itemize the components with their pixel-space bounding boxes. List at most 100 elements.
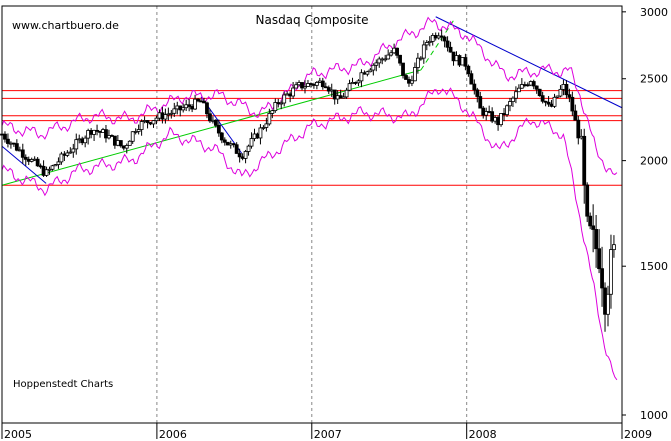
price-bar-2007-05-26 [371,63,376,76]
price-bar-body-2006-09-23 [267,112,272,125]
price-bar-body-2008-12-13 [612,244,616,251]
price-bar-2006-09-30 [270,109,275,119]
price-bar-body-2007-12-08 [454,55,459,62]
price-bar-body-2005-05-21 [59,153,64,163]
price-bar-2007-01-13 [314,80,319,90]
price-bar-2007-09-22 [421,40,426,64]
price-bar-2005-10-22 [124,143,129,154]
price-bar-body-2005-03-05 [26,158,31,162]
price-bar-body-2005-11-12 [133,131,138,133]
price-bar-body-2007-02-03 [323,86,328,89]
price-bar-body-2005-09-10 [107,135,111,139]
x-tick-label-2005: 2005 [4,428,32,441]
price-bar-2007-03-31 [347,79,352,92]
price-bar-body-2007-03-03 [335,95,340,100]
price-bar-body-2008-11-01 [594,229,599,250]
price-bar-body-2006-12-09 [300,82,304,89]
price-bar-body-2006-02-25 [178,105,183,111]
price-bar-2007-02-10 [326,85,331,94]
price-bar-2007-05-19 [368,67,373,73]
price-bar-2008-04-05 [505,104,509,117]
price-bar-2007-10-13 [430,33,435,46]
price-bar-body-2007-10-13 [430,35,435,42]
price-bar-body-2007-02-17 [329,89,334,92]
price-bar-2005-04-16 [44,166,49,177]
x-tick-label-2007: 2007 [314,428,342,441]
price-bar-2005-05-14 [56,157,61,169]
price-bar-body-2005-02-26 [23,156,28,160]
price-bar-2006-05-06 [208,108,212,123]
price-bar-2008-11-08 [597,229,601,274]
price-bar-2008-06-14 [534,85,539,94]
price-bar-2008-01-12 [469,70,474,85]
price-bar-body-2008-01-19 [472,83,477,91]
price-bar-body-2008-05-17 [522,84,527,86]
price-bar-2008-02-16 [484,107,489,121]
price-bar-body-2007-02-10 [326,87,331,92]
price-bar-2006-02-04 [169,110,174,119]
price-bar-2006-06-10 [222,137,227,146]
price-bar-body-2005-12-10 [145,120,150,123]
price-bar-body-2005-12-03 [142,120,147,122]
price-bar-2008-10-04 [582,128,587,204]
price-bar-body-2005-02-05 [14,143,19,151]
price-bar-body-2006-07-15 [237,153,242,158]
price-bar-body-2006-09-02 [258,127,263,139]
price-bar-2006-11-25 [294,81,298,89]
price-bar-body-2006-05-13 [211,119,215,122]
price-bar-body-2005-06-04 [65,152,70,156]
price-bar-2005-10-08 [118,140,123,148]
price-bar-2006-12-16 [303,80,307,94]
price-bar-body-2005-11-05 [130,131,135,142]
band-layer [1,16,618,381]
price-bar-2007-01-27 [320,77,325,90]
price-bar-2005-06-11 [68,147,73,154]
price-bar-body-2005-10-22 [124,145,129,149]
price-bar-body-2008-01-05 [466,65,471,75]
price-bar-body-2007-05-05 [362,72,367,75]
price-bar-2007-12-22 [460,57,465,66]
chart-title: Nasdaq Composite [255,13,368,27]
price-bar-body-2008-03-01 [490,111,495,122]
price-bar-body-2007-05-12 [365,71,370,75]
price-bar-2007-06-09 [377,56,382,68]
price-bar-body-2005-02-19 [20,149,25,158]
price-bar-2006-10-28 [282,91,287,107]
price-bar-2006-10-21 [279,100,284,110]
price-bar-body-2008-03-22 [499,113,503,126]
price-bar-2006-12-23 [306,79,310,87]
price-bar-2007-08-04 [401,62,405,79]
price-bar-body-2008-03-29 [502,113,506,116]
price-bar-body-2006-02-11 [172,108,177,114]
price-bar-2008-09-13 [573,104,578,121]
price-bar-body-2006-06-17 [225,141,230,146]
price-bar-body-2006-10-21 [279,102,284,105]
price-bar-body-2007-04-07 [350,82,355,85]
price-bar-2007-03-17 [341,92,346,99]
price-bar-body-2006-03-18 [187,104,192,107]
price-bar-body-2006-11-04 [285,93,290,96]
price-bar-body-2005-02-12 [17,149,22,152]
price-bar-2007-04-28 [359,69,364,88]
price-bar-body-2005-08-20 [98,130,102,133]
price-bar-body-2007-11-17 [445,40,450,48]
price-bar-body-2006-05-06 [208,113,212,122]
price-bar-2008-08-02 [555,95,560,99]
price-bar-body-2005-07-30 [89,130,94,135]
price-bar-body-2007-01-27 [320,80,325,88]
price-bar-body-2006-08-26 [255,133,260,139]
price-bar-body-2006-12-23 [306,83,310,87]
price-bar-body-2007-06-02 [374,62,379,66]
price-bar-2008-08-09 [558,85,563,98]
price-bar-2007-11-24 [448,41,453,53]
price-bar-body-2006-07-29 [243,151,248,159]
watermark: www.chartbuero.de [12,19,119,32]
price-bar-body-2005-04-23 [47,168,52,171]
price-bar-2008-10-11 [585,182,590,223]
price-bar-body-2006-02-04 [169,112,174,115]
price-bar-body-2007-09-22 [421,44,426,59]
price-bar-body-2005-04-02 [38,165,43,168]
price-bar-body-2007-12-29 [463,57,468,67]
price-bar-body-2005-11-26 [139,121,144,130]
price-bar-2005-04-30 [50,164,55,171]
